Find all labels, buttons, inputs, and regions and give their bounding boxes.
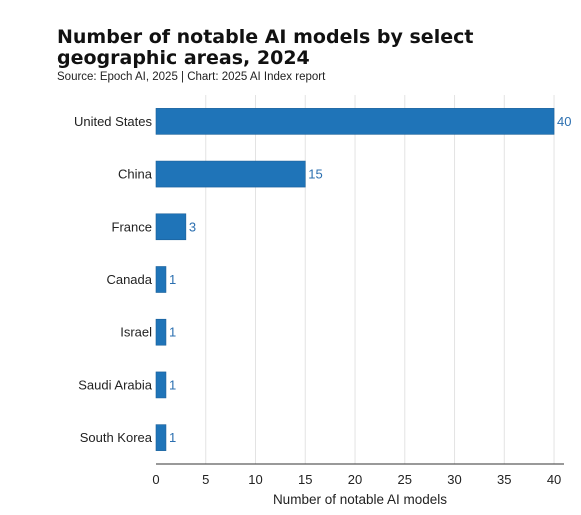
value-label-israel: 1 xyxy=(169,325,176,340)
value-labels: 40 15 3 1 1 1 1 xyxy=(169,114,572,445)
category-label-south-korea: South Korea xyxy=(80,430,153,445)
x-tick-label: 40 xyxy=(547,472,561,487)
category-label-saudi-arabia: Saudi Arabia xyxy=(78,377,152,392)
x-axis-label: Number of notable AI models xyxy=(273,492,447,507)
bar-canada xyxy=(155,266,167,293)
x-tick-label: 35 xyxy=(497,472,511,487)
category-label-china: China xyxy=(118,167,153,182)
bar-united-states xyxy=(155,108,555,135)
x-tick-label: 25 xyxy=(398,472,412,487)
value-label-south-korea: 1 xyxy=(169,430,176,445)
value-label-canada: 1 xyxy=(169,272,176,287)
x-tick-label: 5 xyxy=(202,472,209,487)
chart-subtitle: Source: Epoch AI, 2025 | Chart: 2025 AI … xyxy=(57,71,326,83)
bar-south-korea xyxy=(155,424,167,451)
x-tick-label: 10 xyxy=(248,472,262,487)
category-label-france: France xyxy=(112,219,152,234)
category-label-united-states: United States xyxy=(74,114,153,129)
gridlines xyxy=(205,95,555,464)
bar-france xyxy=(155,213,187,241)
bar-saudi-arabia xyxy=(155,371,167,399)
bars xyxy=(155,108,555,451)
category-label-canada: Canada xyxy=(106,272,152,287)
category-labels: United States China France Canada Israel Saud… xyxy=(74,114,153,445)
x-tick-label: 30 xyxy=(447,472,461,487)
value-label-saudi-arabia: 1 xyxy=(169,377,176,392)
x-tick-label: 20 xyxy=(348,472,362,487)
chart-title: Number of notable AI models by select ge… xyxy=(57,26,474,69)
x-tick-labels: 0 5 10 15 20 25 30 35 40 xyxy=(152,472,561,487)
x-tick-label: 0 xyxy=(152,472,159,487)
value-label-united-states: 40 xyxy=(557,114,571,129)
bar-israel xyxy=(155,318,167,346)
value-label-france: 3 xyxy=(189,219,196,234)
x-tick-label: 15 xyxy=(298,472,312,487)
bar-china xyxy=(155,160,306,188)
value-label-china: 15 xyxy=(308,167,322,182)
category-label-israel: Israel xyxy=(120,325,152,340)
